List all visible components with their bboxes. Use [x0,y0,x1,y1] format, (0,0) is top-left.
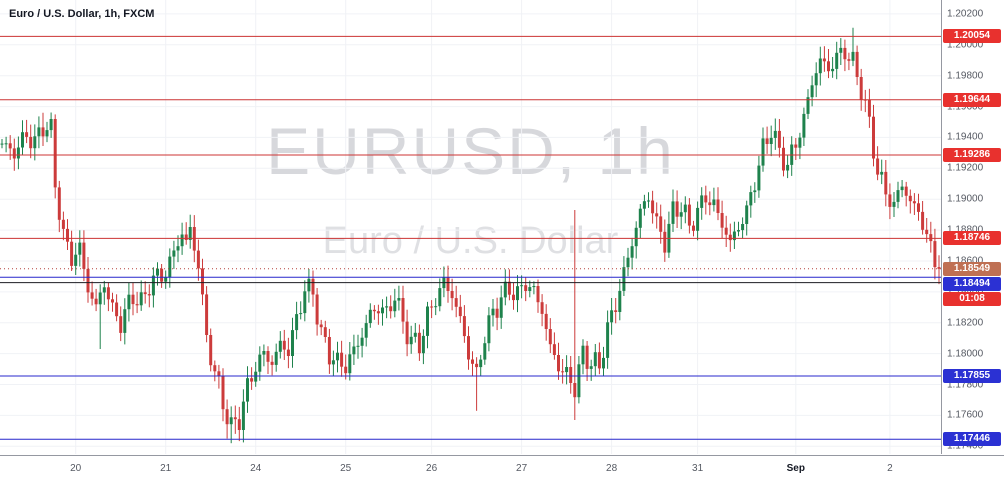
chart-title: Euro / U.S. Dollar, 1h, FXCM [9,8,155,20]
price-axis-label: 1.18600 [947,256,983,267]
price-axis-label: 1.19800 [947,70,984,82]
blue-level-badge-2: 1.17855 [943,369,1001,383]
chart-plot[interactable] [0,0,941,454]
countdown-badge: 01:08 [943,291,1001,306]
time-axis-label-25: 25 [340,463,352,474]
price-axis-label: 1.19200 [947,162,984,174]
blue-level-badge-3: 1.17446 [943,432,1001,447]
red-level-badge-4: 1.18746 [943,231,1001,246]
price-axis-label: 1.18200 [947,317,984,329]
red-level-badge-3: 1.19286 [943,148,1001,162]
time-axis-label-28: 28 [606,463,618,474]
price-axis-label: 1.20200 [947,8,984,20]
price-axis-label: 1.19000 [947,193,984,205]
blue-level-badge-1: 1.18494 [943,276,1001,291]
time-axis-label-21: 21 [160,463,172,474]
time-axis-label-20: 20 [70,463,82,474]
time-axis-label-sep: Sep [786,463,805,474]
price-axis-label: 1.18800 [947,224,984,236]
time-axis-label-27: 27 [516,463,528,474]
price-axis-label: 1.20000 [947,39,984,51]
price-axis-label: 1.17800 [947,379,984,390]
price-axis-label: 1.18000 [947,348,984,360]
time-axis-label-31: 31 [692,463,704,474]
current-price-badge: 1.18549 [943,261,1001,276]
price-axis-label: 1.17600 [947,409,984,421]
time-axis[interactable]: 20 21 24 25 26 27 28 31 Sep 2 [0,455,1004,486]
time-axis-label-24: 24 [250,463,262,474]
price-axis-label: 1.17400 [947,440,984,452]
red-level-badge-2: 1.19644 [943,92,1001,107]
red-level-badge-1: 1.20054 [943,29,1001,44]
price-axis-label: 1.19400 [947,131,984,143]
price-axis[interactable]: 1.202001.200001.198001.196001.194001.192… [941,0,1004,454]
time-axis-label-26: 26 [426,463,438,474]
time-axis-label-2: 2 [887,463,893,474]
candlestick-chart[interactable]: EURUSD, 1h Euro / U.S. Dollar Euro / U.S… [0,0,941,454]
